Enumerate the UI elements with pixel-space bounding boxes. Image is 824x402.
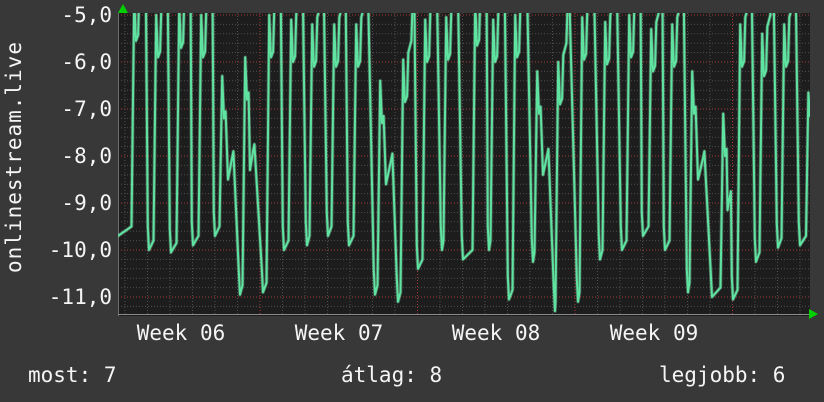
x-tick-label-week-09: Week 09: [609, 321, 699, 345]
vertical-axis-title: onlinestream.live: [2, 41, 26, 273]
y-tick-label: -10,0: [48, 238, 112, 262]
x-tick-label-week-08: Week 08: [451, 321, 541, 345]
y-tick-label: -11,0: [48, 285, 112, 309]
y-tick-label: -7,0: [61, 97, 112, 121]
line-chart: [118, 13, 810, 316]
x-tick-label-week-07: Week 07: [294, 321, 384, 345]
chart-plot-area: [118, 13, 810, 316]
y-tick-label: -6,0: [61, 50, 112, 74]
x-axis-arrow-icon: [809, 309, 818, 319]
y-axis-arrow-icon: [118, 4, 128, 13]
y-tick-label: -5,0: [61, 3, 112, 27]
y-tick-label: -9,0: [61, 191, 112, 215]
y-tick-label: -8,0: [61, 144, 112, 168]
x-tick-label-week-06: Week 06: [136, 321, 226, 345]
stat-atlag: átlag: 8: [341, 363, 443, 387]
stat-legjobb: legjobb: 6: [659, 363, 786, 387]
stat-most: most: 7: [28, 363, 117, 387]
